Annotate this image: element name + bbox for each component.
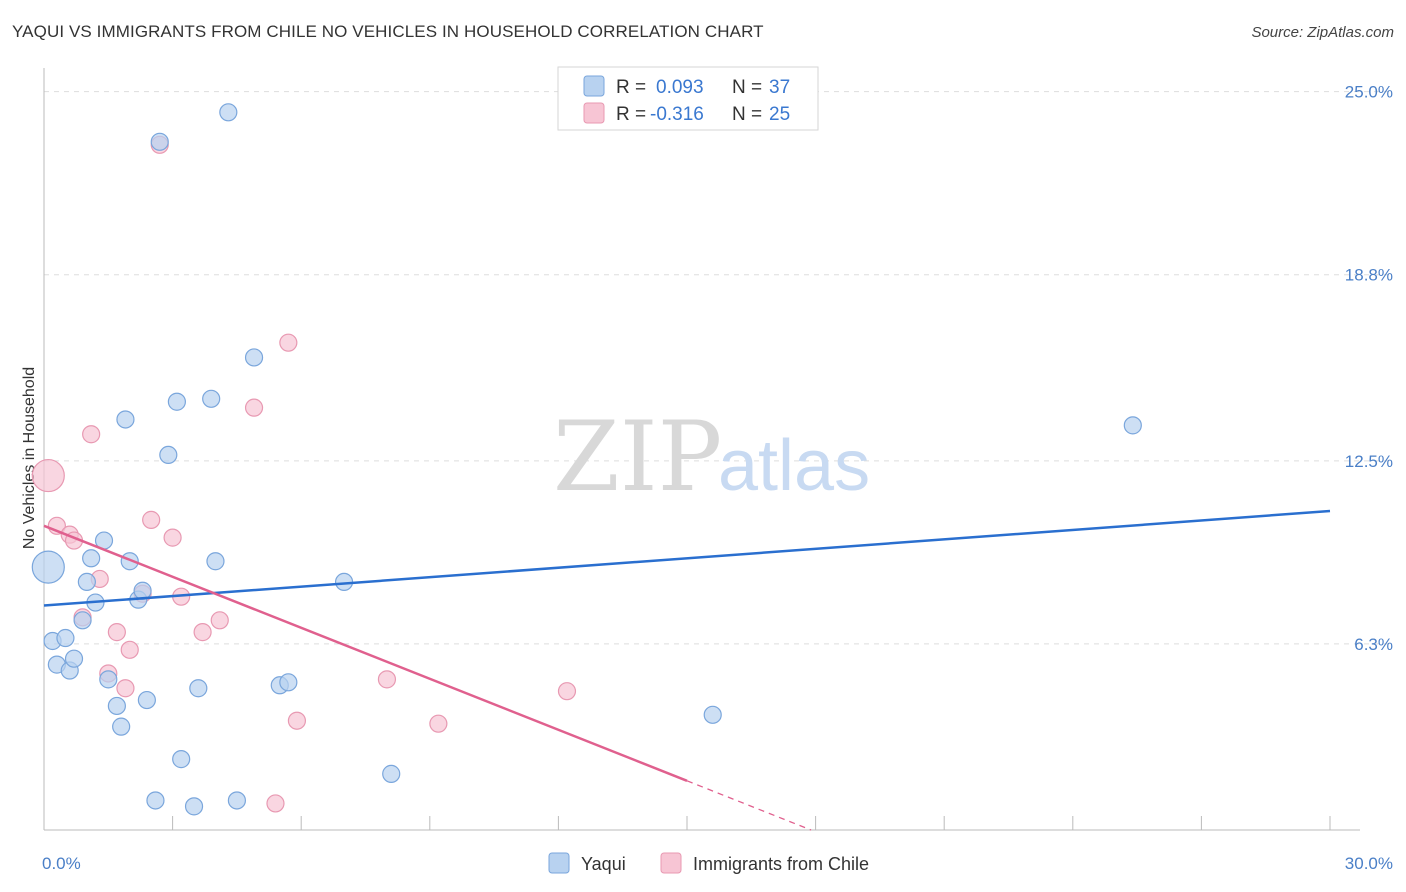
x-tick-label-max: 30.0% [1345, 854, 1393, 873]
series-legend-swatch-yaqui [548, 852, 570, 874]
yaqui-point [189, 679, 208, 698]
yaqui-point [137, 690, 156, 710]
watermark-atlas: atlas [718, 426, 870, 506]
y-tick-label: 6.3% [1354, 635, 1393, 654]
y-tick-label: 18.8% [1345, 266, 1393, 285]
chile-point [107, 623, 126, 642]
chile-point [116, 679, 135, 698]
chile-point [31, 458, 65, 493]
yaqui-point [73, 611, 92, 630]
yaqui-point [167, 392, 186, 411]
trend-line-extension-pink [686, 780, 812, 831]
yaqui-point [244, 348, 264, 367]
y-tick-label: 12.5% [1345, 452, 1393, 471]
yaqui-point [202, 389, 221, 408]
legend-n-label-chile: N = [732, 104, 762, 125]
yaqui-point [82, 549, 101, 568]
chile-point [279, 333, 298, 352]
chile-point [120, 640, 139, 659]
legend-n-value-chile: 25 [769, 104, 790, 125]
series-legend-label-chile: Immigrants from Chile [693, 854, 869, 874]
yaqui-point [56, 628, 75, 648]
yaqui-point [107, 696, 126, 716]
legend-r-value-yaqui: 0.093 [656, 77, 704, 98]
x-tick-label-min: 0.0% [42, 854, 81, 873]
x-tick-labels: 0.0% 30.0% [42, 854, 1393, 873]
legend-swatch-chile [583, 102, 605, 124]
series-legend-label-yaqui: Yaqui [581, 854, 626, 874]
trend-line-blue [43, 509, 1331, 607]
legend-swatch-yaqui [583, 75, 605, 97]
series-legend: Yaqui Immigrants from Chile [548, 852, 869, 874]
legend-n-label-yaqui: N = [732, 77, 762, 98]
watermark: ZIP atlas [553, 401, 870, 513]
chile-point [244, 398, 264, 417]
yaqui-point [382, 764, 401, 783]
chile-point [429, 714, 448, 733]
chile-point [82, 425, 101, 444]
axes [43, 68, 1360, 831]
yaqui-point [279, 673, 298, 692]
trend-line-pink [43, 524, 688, 782]
legend-r-value-chile: -0.316 [650, 104, 704, 125]
yaqui-point [172, 750, 191, 769]
legend-n-value-yaqui: 37 [769, 77, 790, 98]
yaqui-point [146, 791, 165, 810]
chile-point [557, 682, 577, 701]
legend-r-label-chile: R = [616, 104, 646, 125]
yaqui-point [64, 649, 84, 668]
yaqui-point [77, 572, 96, 592]
grid-lines [43, 91, 1392, 830]
chile-point [287, 711, 307, 730]
trend-lines [43, 509, 1331, 831]
chile-point [210, 611, 229, 630]
chart-title: YAQUI VS IMMIGRANTS FROM CHILE NO VEHICL… [12, 22, 764, 41]
yaqui-point [31, 550, 65, 584]
chile-point [142, 510, 161, 529]
yaqui-point [703, 705, 722, 724]
chile-point [377, 670, 397, 689]
yaqui-point [159, 445, 178, 465]
y-tick-labels: 6.3% 12.5% 18.8% 25.0% [1345, 83, 1393, 654]
source-credit: Source: ZipAtlas.com [1251, 24, 1394, 41]
chile-point [193, 623, 212, 642]
yaqui-point [150, 132, 169, 151]
yaqui-point [112, 717, 131, 736]
yaqui-point [1123, 416, 1142, 435]
chile-point [163, 528, 182, 547]
y-axis-label: No Vehicles in Household [21, 367, 38, 549]
chile-point [266, 794, 285, 813]
y-tick-label: 25.0% [1345, 83, 1393, 102]
series-legend-swatch-chile [660, 852, 682, 874]
legend-r-label-yaqui: R = [616, 77, 646, 98]
yaqui-point [219, 103, 238, 122]
watermark-zip: ZIP [553, 401, 722, 513]
yaqui-point [206, 552, 225, 571]
yaqui-point [116, 410, 135, 429]
yaqui-point [227, 791, 246, 810]
yaqui-point [99, 670, 118, 689]
yaqui-point [184, 797, 204, 816]
stats-legend: R = 0.093 N = 37 R = -0.316 N = 25 [557, 66, 819, 131]
